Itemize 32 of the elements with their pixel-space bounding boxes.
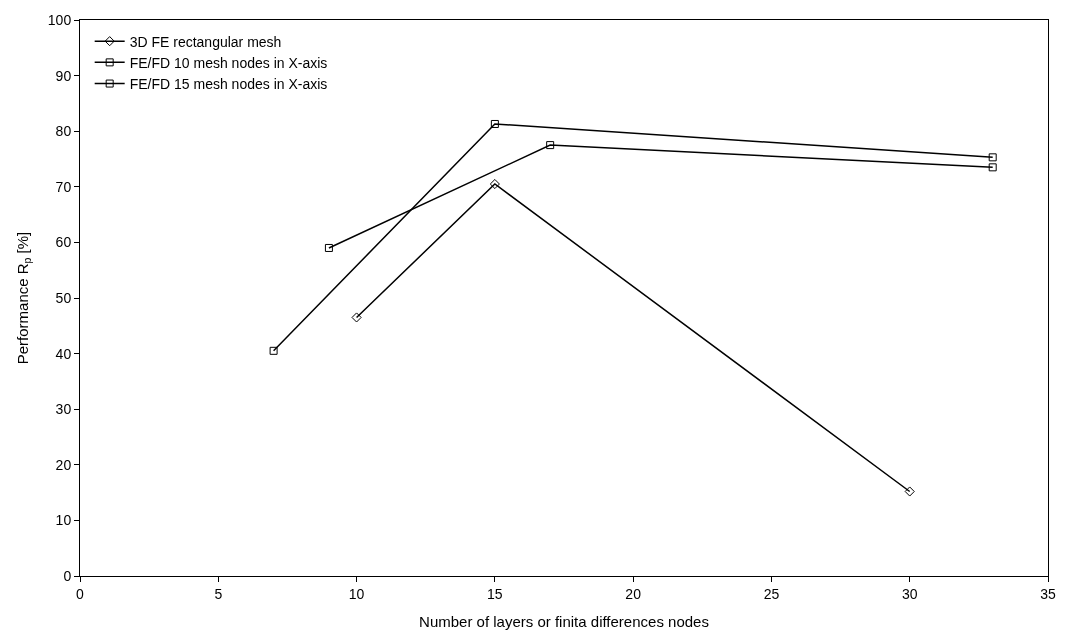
y-tick-label: 0 <box>63 567 72 584</box>
x-tick-label: 10 <box>348 585 365 602</box>
x-tick-label: 5 <box>214 585 223 602</box>
y-tick-label: 80 <box>55 123 72 140</box>
point <box>988 153 997 162</box>
y-tick-label: 30 <box>55 401 72 418</box>
x-tick-label: 20 <box>625 585 642 602</box>
point <box>351 312 362 323</box>
point <box>904 486 915 497</box>
y-tick-label: 20 <box>55 456 72 473</box>
point <box>988 163 997 172</box>
y-tick-label: 10 <box>55 512 72 529</box>
point <box>324 243 333 252</box>
legend-label: FE/FD 10 mesh nodes in X-axis <box>129 54 328 71</box>
legend-label: 3D FE rectangular mesh <box>129 33 282 50</box>
point <box>269 346 278 355</box>
x-tick-label: 15 <box>487 585 503 602</box>
point <box>546 141 555 150</box>
x-tick-label: 30 <box>901 585 918 602</box>
point <box>490 119 499 128</box>
point <box>489 178 500 190</box>
y-tick-label: 50 <box>55 289 72 306</box>
y-tick-label: 40 <box>55 345 72 362</box>
y-tick-label: 60 <box>55 234 72 251</box>
y-tick-label: 90 <box>55 67 72 84</box>
x-axis-title: Number of layers or finita differences nodes <box>419 612 709 630</box>
x-tick-label: 0 <box>76 585 85 602</box>
legend-label: FE/FD 15 mesh nodes in X-axis <box>129 76 328 93</box>
x-tick-label: 25 <box>763 585 780 602</box>
x-tick-label: 35 <box>1040 585 1056 602</box>
y-tick-label: 70 <box>55 178 72 195</box>
y-tick-label: 100 <box>47 11 72 28</box>
